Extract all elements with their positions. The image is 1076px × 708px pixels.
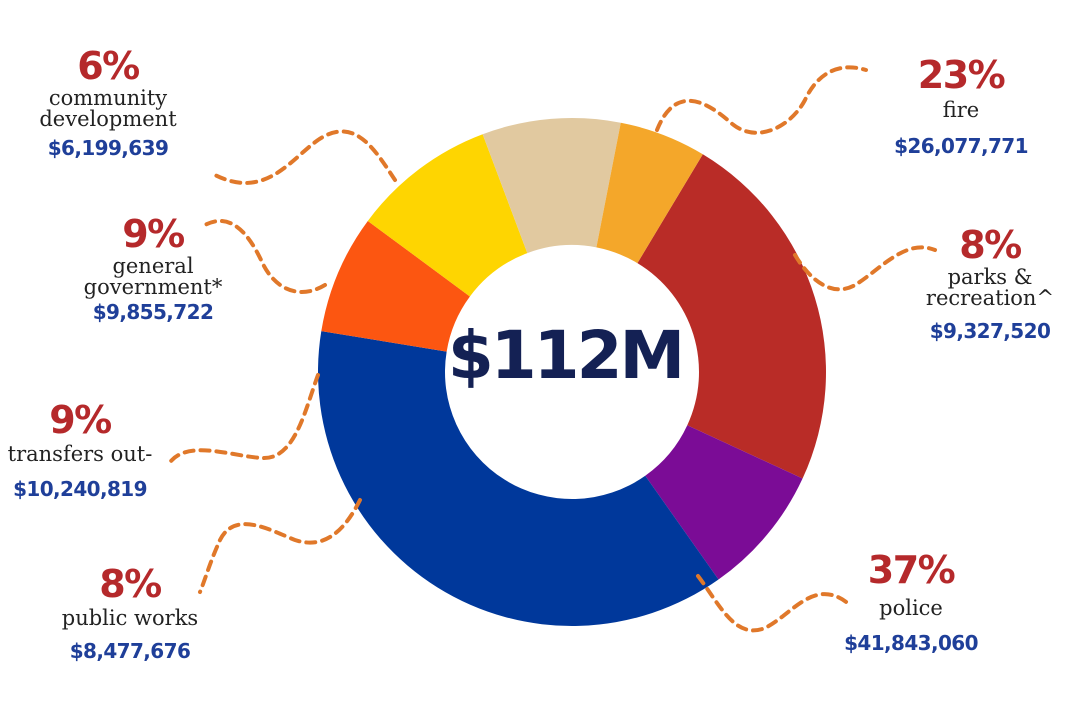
slice-fire bbox=[637, 154, 826, 479]
leader-lines bbox=[166, 65, 937, 633]
slice-public-works bbox=[321, 220, 470, 352]
category-label-public-works: public works bbox=[62, 606, 198, 630]
category-label-parks-recreation: recreation^ bbox=[926, 286, 1054, 310]
category-label-fire: fire bbox=[943, 98, 979, 122]
donut-slices bbox=[318, 118, 826, 626]
percent-label-public-works: 8% bbox=[99, 562, 161, 606]
slice-general-government bbox=[482, 118, 621, 254]
amount-label-police: $41,843,060 bbox=[844, 631, 978, 655]
percent-label-general-government: 9% bbox=[122, 212, 184, 256]
category-label-community-development: community bbox=[49, 86, 167, 110]
leader-line-community-development bbox=[213, 129, 397, 185]
slice-transfers-out bbox=[367, 134, 528, 297]
amount-label-community-development: $6,199,639 bbox=[48, 136, 169, 160]
slice-community-development bbox=[596, 122, 703, 264]
amount-label-transfers-out: $10,240,819 bbox=[13, 477, 147, 501]
leader-line-transfers-out bbox=[166, 373, 320, 467]
slice-police bbox=[318, 331, 719, 626]
category-label-transfers-out: transfers out- bbox=[8, 442, 153, 466]
leader-line-public-works bbox=[198, 498, 362, 594]
amount-label-parks-recreation: $9,327,520 bbox=[930, 319, 1051, 343]
percent-label-community-development: 6% bbox=[77, 44, 139, 88]
leader-line-fire bbox=[655, 65, 868, 135]
percent-label-fire: 23% bbox=[918, 53, 1005, 97]
leader-line-general-government bbox=[203, 218, 327, 294]
amount-label-general-government: $9,855,722 bbox=[93, 300, 214, 324]
amount-label-public-works: $8,477,676 bbox=[70, 639, 191, 663]
category-label-community-development: development bbox=[39, 107, 177, 131]
percent-label-police: 37% bbox=[868, 548, 955, 592]
amount-label-fire: $26,077,771 bbox=[894, 134, 1028, 158]
leader-line-police bbox=[696, 574, 852, 633]
percent-label-parks-recreation: 8% bbox=[959, 223, 1021, 267]
category-label-general-government: general bbox=[112, 254, 193, 278]
leader-line-parks-recreation bbox=[793, 245, 937, 292]
total-budget-label: $112M bbox=[448, 317, 682, 394]
category-label-police: police bbox=[879, 596, 943, 620]
category-label-parks-recreation: parks & bbox=[948, 265, 1033, 289]
category-label-general-government: government* bbox=[84, 275, 223, 299]
percent-label-transfers-out: 9% bbox=[49, 398, 111, 442]
slice-parks-recreation bbox=[645, 425, 803, 580]
